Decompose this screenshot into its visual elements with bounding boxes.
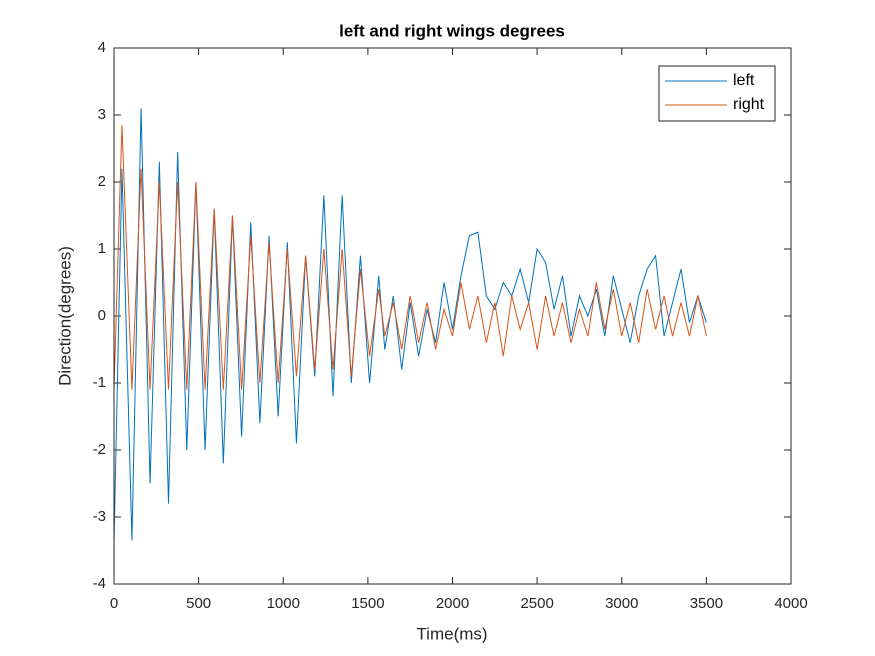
- legend-label: left: [733, 72, 755, 89]
- y-tick-label: -2: [93, 441, 106, 458]
- y-tick-label: 0: [98, 307, 106, 324]
- chart-title: left and right wings degrees: [339, 21, 565, 40]
- legend-label: right: [733, 96, 765, 113]
- x-tick-label: 3000: [605, 595, 638, 612]
- y-tick-label: -3: [93, 508, 106, 525]
- x-tick-label: 500: [186, 595, 211, 612]
- axes-box: [113, 47, 792, 585]
- y-axis-label: Direction(degrees): [55, 246, 74, 386]
- x-tick-label: 2000: [436, 595, 469, 612]
- y-tick-label: 1: [98, 240, 106, 257]
- data-line: [113, 125, 707, 390]
- legend-box: [658, 65, 776, 122]
- y-tick-label: -4: [93, 575, 106, 592]
- y-tick-label: 2: [98, 173, 106, 190]
- x-tick-label: 0: [110, 595, 118, 612]
- y-tick-label: -1: [93, 374, 106, 391]
- y-tick-label: 3: [98, 106, 106, 123]
- x-tick-label: 1000: [267, 595, 300, 612]
- x-tick-label: 1500: [351, 595, 384, 612]
- plot-area: [114, 48, 791, 584]
- x-tick-label: 4000: [774, 595, 807, 612]
- y-tick-label: 4: [98, 39, 106, 56]
- x-tick-label: 2500: [520, 595, 553, 612]
- data-line: [113, 108, 707, 544]
- x-axis-label: Time(ms): [416, 624, 487, 643]
- x-tick-label: 3500: [690, 595, 723, 612]
